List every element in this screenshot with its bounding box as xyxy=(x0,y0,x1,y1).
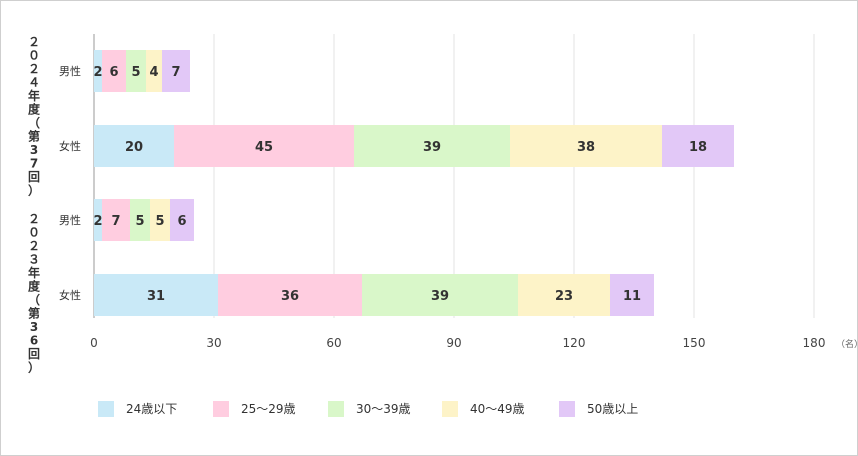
bar-value-label: 18 xyxy=(689,140,707,155)
bar-value-label: 7 xyxy=(111,214,120,229)
group-label: ２０２４年度（第 3 7 回） xyxy=(28,35,41,198)
bar-value-label: 2 xyxy=(93,65,102,80)
bar-segment xyxy=(662,125,734,167)
legend-swatch xyxy=(442,401,458,417)
bar-segment xyxy=(510,125,662,167)
bar-segment xyxy=(354,125,510,167)
bar-value-label: 5 xyxy=(155,214,164,229)
category-label: 男性 xyxy=(59,64,81,78)
legend-label: 24歳以下 xyxy=(126,402,178,416)
bar-segment xyxy=(94,50,102,92)
bar-value-label: 36 xyxy=(281,289,299,304)
bar-value-label: 39 xyxy=(423,140,441,155)
bar-value-label: 6 xyxy=(109,65,118,80)
x-axis-unit: （名） xyxy=(836,338,858,350)
bar-segment xyxy=(102,50,126,92)
x-tick-label: 150 xyxy=(683,336,706,350)
bar-value-label: 6 xyxy=(177,214,186,229)
legend-label: 50歳以上 xyxy=(587,402,639,416)
bar-segment xyxy=(146,50,162,92)
bar-segment xyxy=(170,199,194,241)
bar-segment xyxy=(126,50,146,92)
category-label: 男性 xyxy=(59,213,81,227)
bar-segment xyxy=(162,50,190,92)
bar-segment xyxy=(102,199,130,241)
bar-value-label: 31 xyxy=(147,289,165,304)
bar-value-label: 5 xyxy=(131,65,140,80)
bar-segment xyxy=(94,125,174,167)
legend-swatch xyxy=(213,401,229,417)
bar-segment xyxy=(94,274,218,316)
bar-value-label: 45 xyxy=(255,140,273,155)
bar-segment xyxy=(174,125,354,167)
bar-segment xyxy=(130,199,150,241)
bar-value-label: 5 xyxy=(135,214,144,229)
bar-segment xyxy=(610,274,654,316)
x-tick-label: 0 xyxy=(90,336,98,350)
bar-segment xyxy=(218,274,362,316)
bar-value-label: 20 xyxy=(125,140,143,155)
legend-swatch xyxy=(328,401,344,417)
bar-value-label: 7 xyxy=(171,65,180,80)
bar-segment xyxy=(150,199,170,241)
bar-segment xyxy=(518,274,610,316)
group-label: ２０２３年度（第 3 6 回） xyxy=(28,212,41,375)
bar-segment xyxy=(362,274,518,316)
legend-swatch xyxy=(98,401,114,417)
x-tick-label: 90 xyxy=(446,336,461,350)
bar-value-label: 4 xyxy=(149,65,158,80)
x-tick-label: 180 xyxy=(803,336,826,350)
legend-label: 40〜49歳 xyxy=(470,402,525,416)
bar-value-label: 39 xyxy=(431,289,449,304)
bar-value-label: 11 xyxy=(623,289,641,304)
category-label: 女性 xyxy=(59,288,81,302)
x-tick-label: 120 xyxy=(563,336,586,350)
category-label: 女性 xyxy=(59,139,81,153)
bar-value-label: 23 xyxy=(555,289,573,304)
x-tick-label: 60 xyxy=(326,336,341,350)
legend-label: 30〜39歳 xyxy=(356,402,411,416)
legend-label: 25〜29歳 xyxy=(241,402,296,416)
bar-value-label: 38 xyxy=(577,140,595,155)
bar-value-label: 2 xyxy=(93,214,102,229)
x-tick-label: 30 xyxy=(206,336,221,350)
bar-segment xyxy=(94,199,102,241)
legend-swatch xyxy=(559,401,575,417)
